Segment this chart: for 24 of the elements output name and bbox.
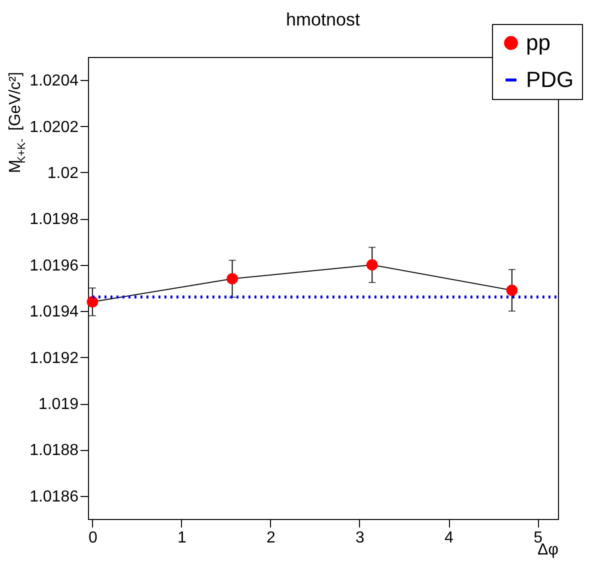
y-axis-title: MK+K- [GeV/c²] — [7, 72, 28, 173]
x-tick-label: 4 — [444, 530, 454, 546]
y-tick-label: 1.0192 — [30, 350, 79, 367]
chart-title: hmotnost — [286, 10, 360, 30]
x-tick-label: 3 — [356, 530, 365, 546]
x-tick-label: 0 — [88, 530, 98, 546]
y-tick-label: 1.0186 — [30, 488, 79, 506]
x-tick-label: 1 — [178, 530, 187, 546]
y-tick-label: 1.0204 — [30, 72, 79, 90]
y-tick-label: 1.0202 — [30, 118, 79, 136]
y-tick-label: 1.0188 — [30, 442, 79, 460]
point — [366, 259, 378, 271]
y-tick-label: 1.019 — [38, 396, 79, 413]
y-tick-label: 1.0198 — [30, 211, 79, 228]
x-axis-title: Δφ — [537, 542, 558, 558]
point — [86, 296, 98, 308]
y-tick-label: 1.0194 — [30, 304, 79, 321]
legend-label: pp — [526, 30, 550, 55]
y-tick-label: 1.0196 — [30, 257, 79, 274]
legend-label: PDG — [526, 67, 574, 92]
point — [506, 284, 518, 296]
x-tick-label: 2 — [266, 530, 276, 546]
point — [226, 273, 238, 284]
y-tick-label: 1.02 — [47, 165, 79, 182]
